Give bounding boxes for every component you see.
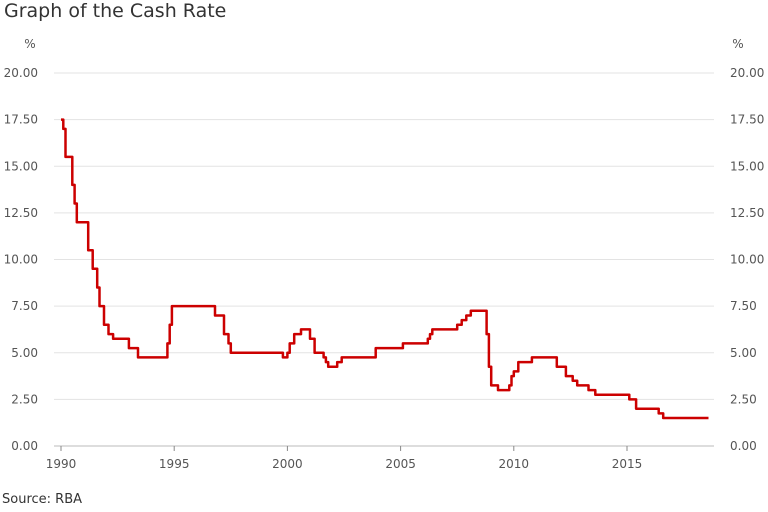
right-axis-unit: % — [732, 37, 743, 51]
y-tick-label-left: 17.50 — [4, 113, 38, 127]
y-tick-label-left: 10.00 — [4, 253, 38, 267]
y-tick-label-left: 7.50 — [11, 299, 38, 313]
y-tick-label-right: 12.50 — [730, 206, 764, 220]
y-tick-label-left: 5.00 — [11, 346, 38, 360]
y-tick-label-right: 17.50 — [730, 113, 764, 127]
left-y-axis: 0.00 2.50 5.00 7.50 10.00 12.50 15.00 17.50 20.0… — [4, 66, 38, 453]
y-tick-label-left: 0.00 — [11, 439, 38, 453]
y-tick-label-right: 7.50 — [730, 299, 757, 313]
source-note: Source: RBA — [2, 492, 83, 507]
y-tick-label-right: 15.00 — [730, 159, 764, 173]
right-y-axis: 0.00 2.50 5.00 7.50 10.00 12.50 15.00 17.50 20.0… — [730, 66, 764, 453]
y-tick-label-right: 2.50 — [730, 392, 757, 406]
x-tick-label: 1995 — [159, 457, 190, 471]
y-tick-label-right: 10.00 — [730, 253, 764, 267]
x-tick-label: 2010 — [499, 457, 530, 471]
grid-lines — [54, 72, 714, 447]
y-tick-label-right: 20.00 — [730, 66, 764, 80]
y-tick-label-right: 0.00 — [730, 439, 757, 453]
x-axis: 1990 1995 2000 2005 2010 2015 — [46, 446, 643, 471]
y-tick-label-left: 20.00 — [4, 66, 38, 80]
cash-rate-line — [61, 118, 709, 420]
x-tick-label: 2000 — [272, 457, 303, 471]
x-tick-label: 2005 — [385, 457, 416, 471]
x-tick-label: 2015 — [612, 457, 643, 471]
y-tick-label-left: 2.50 — [11, 392, 38, 406]
y-tick-label-right: 5.00 — [730, 346, 757, 360]
x-tick-label: 1990 — [46, 457, 77, 471]
left-axis-unit: % — [24, 37, 35, 51]
y-tick-label-left: 12.50 — [4, 206, 38, 220]
chart-title: Graph of the Cash Rate — [4, 0, 227, 22]
y-tick-label-left: 15.00 — [4, 159, 38, 173]
